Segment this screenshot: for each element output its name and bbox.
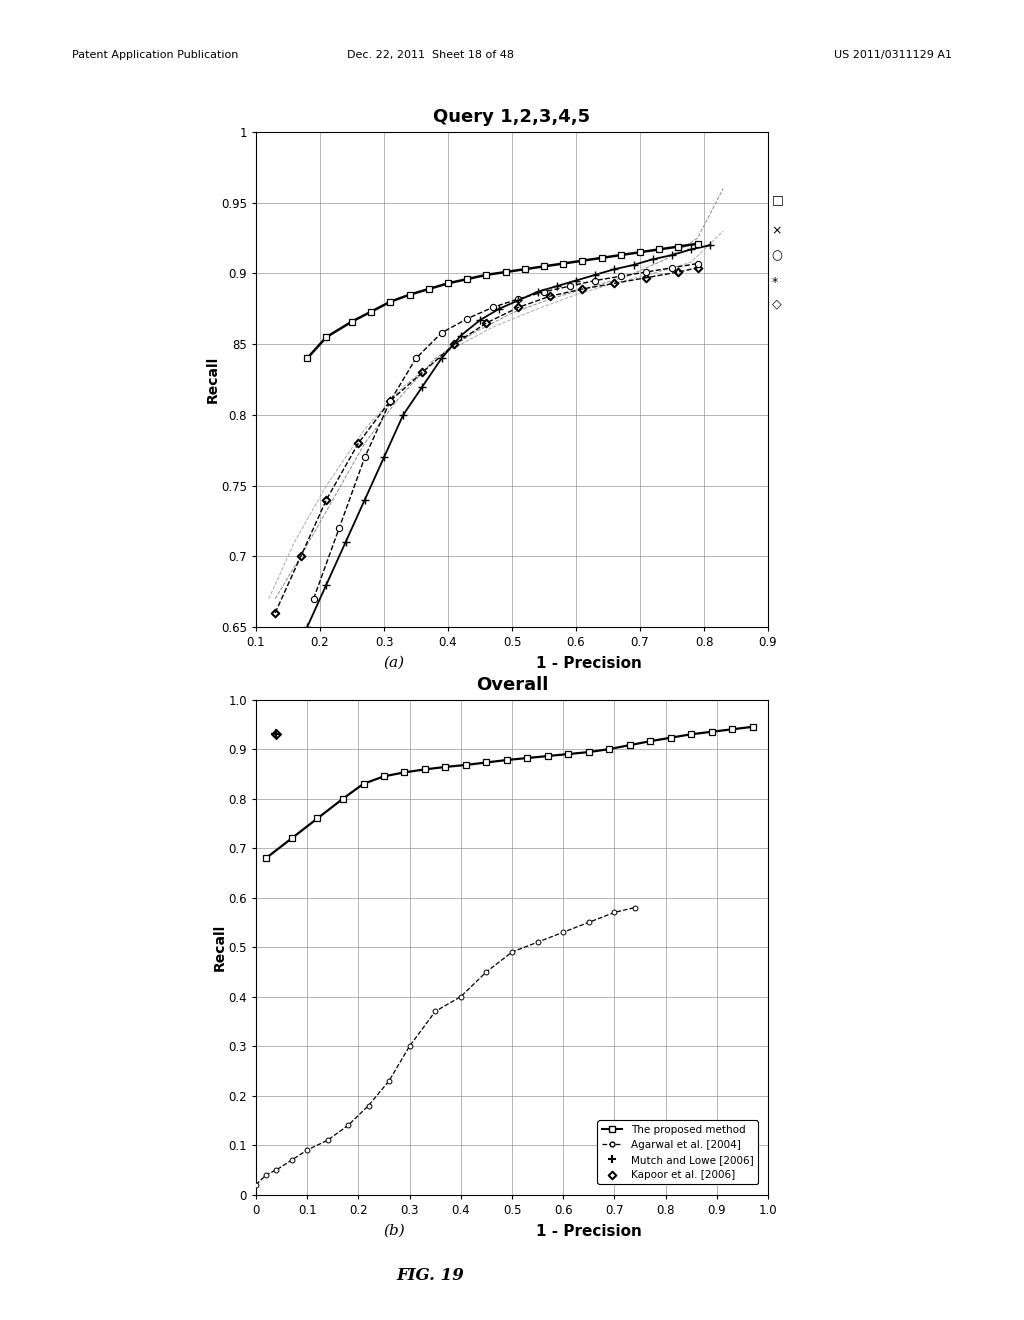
Proposed [538,259,550,275]
Agarwal et al. [538,284,550,300]
Mutch [358,492,371,508]
Text: US 2011/0311129 A1: US 2011/0311129 A1 [835,50,952,61]
Line: Agarwal et al.: Agarwal et al. [310,260,700,602]
Agarwal et al. [384,393,396,409]
Agarwal et al. [589,273,601,289]
Mutch [340,535,352,550]
Agarwal et al. [512,290,524,306]
Y-axis label: Recall: Recall [206,356,219,403]
Kapoor et al. [449,337,461,352]
Mutch [685,242,697,257]
Agarwal et al. [333,520,345,536]
Mutch [512,293,524,309]
Mutch [569,273,582,289]
Proposed [384,294,396,310]
Agarwal et al. [435,325,447,341]
Text: 1 - Precision: 1 - Precision [536,1224,642,1238]
Text: (a): (a) [384,656,404,671]
Agarwal et al. [563,279,575,294]
Mutch [531,284,544,300]
Mutch [435,350,447,366]
Agarwal et al. [461,310,473,326]
Agarwal et al. [691,256,703,272]
Agarwal et al. [486,300,499,315]
Agarwal et al. [358,449,371,465]
Line: Proposed: Proposed [304,240,700,362]
Kapoor et al. [321,492,333,508]
Agarwal et al. [614,268,627,284]
Title: Query 1,2,3,4,5: Query 1,2,3,4,5 [433,108,591,127]
Kapoor et al. [416,364,428,380]
Mutch [378,449,390,465]
Kapoor et al. [608,276,621,292]
Mutch [589,267,601,282]
Mutch [494,301,506,317]
Proposed [366,304,378,319]
Proposed [557,256,569,272]
Line: Kapoor et al.: Kapoor et al. [271,264,701,616]
Text: $\times$: $\times$ [770,224,781,238]
Kapoor et al. [640,269,652,285]
Kapoor et al. [545,288,557,304]
Proposed [653,242,666,257]
Kapoor et al. [269,605,282,620]
Proposed [321,329,333,345]
Kapoor et al. [512,300,524,315]
Line: Mutch: Mutch [303,242,714,631]
Mutch [666,247,678,263]
Proposed [614,247,627,263]
Title: Overall: Overall [476,676,548,694]
Proposed [403,286,416,302]
Kapoor et al. [295,548,307,564]
Mutch [551,279,563,294]
Text: FIG. 19: FIG. 19 [396,1267,464,1284]
Proposed [442,276,455,292]
Mutch [455,327,467,343]
Proposed [480,267,493,282]
Mutch [474,313,486,329]
Proposed [301,350,313,366]
Proposed [634,244,646,260]
Proposed [691,236,703,252]
Proposed [577,253,589,269]
Text: $○$: $○$ [770,248,782,263]
Kapoor et al. [691,260,703,276]
Proposed [461,271,473,286]
Agarwal et al. [640,264,652,280]
Mutch [397,407,410,422]
Mutch [647,251,659,267]
Mutch [321,577,333,593]
Kapoor et al. [577,281,589,297]
Agarwal et al. [410,350,422,366]
Mutch [416,379,428,395]
Proposed [518,261,530,277]
Mutch [608,261,621,277]
Proposed [500,264,512,280]
Proposed [423,281,435,297]
Text: $◇$: $◇$ [770,298,782,313]
Text: 1 - Precision: 1 - Precision [536,656,642,671]
Mutch [628,257,640,273]
Kapoor et al. [672,264,684,280]
Agarwal et al. [666,260,678,276]
Text: $□$: $□$ [770,194,783,209]
Legend: The proposed method, Agarwal et al. [2004], Mutch and Lowe [2006], Kapoor et al.: The proposed method, Agarwal et al. [200… [597,1121,758,1184]
Kapoor et al. [352,436,365,451]
Proposed [346,314,358,330]
Kapoor et al. [384,393,396,409]
Mutch [705,238,717,253]
Text: Dec. 22, 2011  Sheet 18 of 48: Dec. 22, 2011 Sheet 18 of 48 [346,50,514,61]
Proposed [596,249,608,265]
Agarwal et al. [307,591,319,607]
Kapoor et al. [480,315,493,331]
Proposed [672,239,684,255]
Mutch [301,619,313,635]
Y-axis label: Recall: Recall [213,924,227,970]
Text: $*$: $*$ [770,275,778,286]
Text: Patent Application Publication: Patent Application Publication [72,50,238,61]
Text: (b): (b) [383,1224,406,1238]
